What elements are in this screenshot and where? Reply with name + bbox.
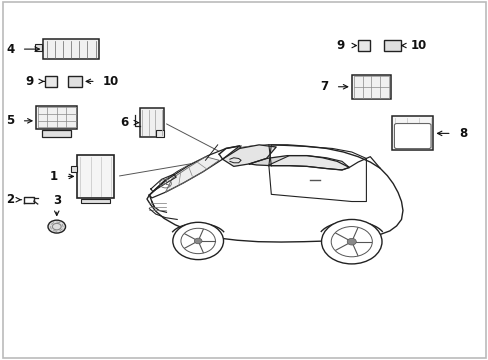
Text: 2: 2 <box>6 193 14 206</box>
Text: 10: 10 <box>103 75 119 88</box>
Bar <box>77 155 114 198</box>
Bar <box>391 116 432 150</box>
Polygon shape <box>147 145 402 242</box>
Bar <box>71 166 76 172</box>
Bar <box>81 199 110 203</box>
Circle shape <box>346 238 356 245</box>
Text: 9: 9 <box>336 39 344 52</box>
Polygon shape <box>222 145 276 166</box>
Bar <box>68 76 82 87</box>
Text: 1: 1 <box>50 170 58 183</box>
Text: 5: 5 <box>6 114 14 127</box>
Bar <box>36 105 77 129</box>
Bar <box>156 130 163 137</box>
Text: 9: 9 <box>25 75 34 88</box>
Bar <box>351 75 390 99</box>
Bar <box>35 44 42 51</box>
Text: 10: 10 <box>409 39 426 52</box>
Polygon shape <box>149 146 239 198</box>
Bar <box>140 108 163 137</box>
Polygon shape <box>268 156 348 170</box>
Bar <box>44 76 57 87</box>
Text: 8: 8 <box>458 127 467 140</box>
FancyBboxPatch shape <box>394 123 430 149</box>
Polygon shape <box>165 157 219 192</box>
Circle shape <box>172 222 223 260</box>
Text: 4: 4 <box>6 42 14 55</box>
Circle shape <box>194 238 202 244</box>
Text: 7: 7 <box>320 80 328 93</box>
Text: 6: 6 <box>120 116 128 129</box>
Bar <box>383 40 400 51</box>
Text: 3: 3 <box>53 194 61 207</box>
Bar <box>357 40 369 51</box>
Bar <box>42 130 71 136</box>
Circle shape <box>321 220 381 264</box>
Circle shape <box>48 220 65 233</box>
Bar <box>43 39 99 59</box>
Polygon shape <box>249 156 348 170</box>
